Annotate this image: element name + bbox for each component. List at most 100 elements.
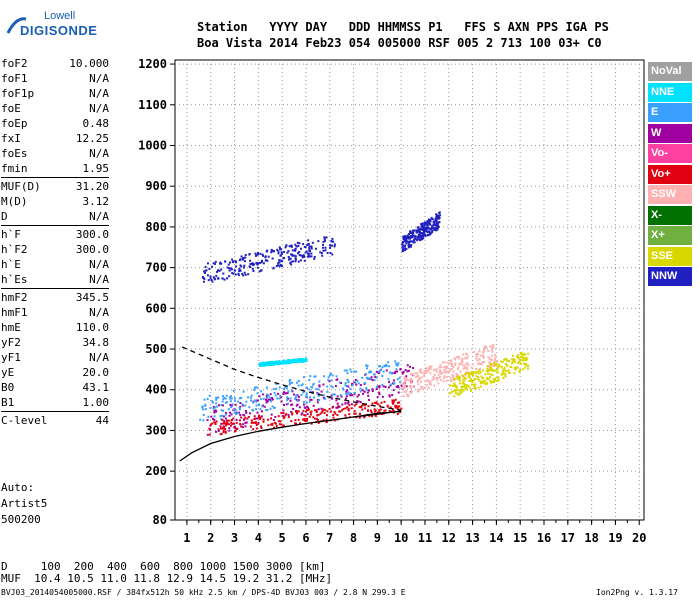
echo-point [429, 233, 432, 236]
echo-point [375, 388, 378, 391]
echo-point [342, 388, 345, 391]
echo-point [238, 406, 241, 409]
echo-point [256, 263, 259, 266]
echo-point [329, 246, 332, 249]
echo-point [431, 378, 434, 381]
echo-point [403, 249, 406, 252]
echo-point [229, 261, 232, 264]
echo-point [203, 277, 206, 280]
echo-point [383, 365, 386, 368]
echo-point [280, 251, 283, 254]
echo-point [423, 227, 426, 230]
echo-point [310, 247, 313, 250]
echo-point [397, 386, 400, 389]
y-tick-label: 80 [153, 513, 167, 527]
echo-point [465, 366, 468, 369]
echo-point [454, 364, 457, 367]
echo-point [437, 382, 440, 385]
echo-point [274, 415, 277, 418]
echo-point [309, 398, 312, 401]
echo-point [289, 378, 292, 381]
echo-point [375, 385, 378, 388]
echo-point [464, 377, 467, 380]
echo-point [212, 262, 215, 265]
echo-point [494, 377, 497, 380]
echo-point [270, 423, 273, 426]
echo-point [274, 360, 277, 363]
echo-point [409, 385, 412, 388]
echo-point [438, 221, 441, 224]
echo-point [330, 244, 333, 247]
echo-point [322, 240, 325, 243]
echo-point [295, 245, 298, 248]
x-tick-label: 5 [279, 531, 286, 545]
echo-point [479, 371, 482, 374]
echo-point [355, 383, 358, 386]
echo-point [291, 412, 294, 415]
echo-point [396, 378, 399, 381]
echo-point [204, 403, 207, 406]
muf-row: MUF 10.4 10.5 11.0 11.8 12.9 14.5 19.2 3… [1, 572, 333, 585]
echo-point [258, 364, 261, 367]
echo-point [322, 249, 325, 252]
echo-point [347, 391, 350, 394]
echo-point [363, 390, 366, 393]
echo-point [383, 409, 386, 412]
echo-point [504, 362, 507, 365]
echo-point [330, 397, 333, 400]
echo-point [398, 401, 401, 404]
echo-point [395, 385, 398, 388]
echo-point [517, 356, 520, 359]
echo-point [436, 223, 439, 226]
echo-point [403, 239, 406, 242]
echo-point [331, 253, 334, 256]
legend-item-nnw: NNW [648, 267, 692, 286]
param-value: 1.95 [82, 162, 110, 175]
echo-point [314, 247, 317, 250]
echo-point [423, 370, 426, 373]
echo-point [290, 420, 293, 423]
echo-point [217, 277, 220, 280]
echo-point [470, 366, 473, 369]
echo-point [252, 401, 255, 404]
echo-point [443, 361, 446, 364]
echo-point [294, 255, 297, 258]
echo-point [344, 401, 347, 404]
echo-point [423, 372, 426, 375]
echo-point [481, 360, 484, 363]
echo-point [275, 425, 278, 428]
echo-point [394, 398, 397, 401]
echo-point [235, 421, 238, 424]
echo-point [290, 244, 293, 247]
echo-point [403, 376, 406, 379]
echo-point [422, 228, 425, 231]
echo-point [503, 358, 506, 361]
param-row: fxI 12.25 [1, 131, 109, 146]
echo-point [389, 383, 392, 386]
echo-point [406, 370, 409, 373]
echo-point [341, 403, 344, 406]
echo-point [426, 369, 429, 372]
echo-point [313, 257, 316, 260]
echo-point [239, 402, 242, 405]
echo-point [254, 399, 257, 402]
echo-point [401, 371, 404, 374]
echo-point [347, 401, 350, 404]
echo-point [415, 375, 418, 378]
echo-point [494, 360, 497, 363]
echo-point [244, 256, 247, 259]
echo-point [422, 234, 425, 237]
echo-point [511, 362, 514, 365]
echo-point [478, 358, 481, 361]
echo-point [496, 360, 499, 363]
echo-point [375, 376, 378, 379]
echo-point [513, 372, 516, 375]
echo-point [304, 246, 307, 249]
echo-point [277, 262, 280, 265]
echo-point [228, 267, 231, 270]
echo-point [256, 399, 259, 402]
echo-point [512, 360, 515, 363]
echo-point [252, 421, 255, 424]
echo-point [275, 383, 278, 386]
echo-point [317, 408, 320, 411]
